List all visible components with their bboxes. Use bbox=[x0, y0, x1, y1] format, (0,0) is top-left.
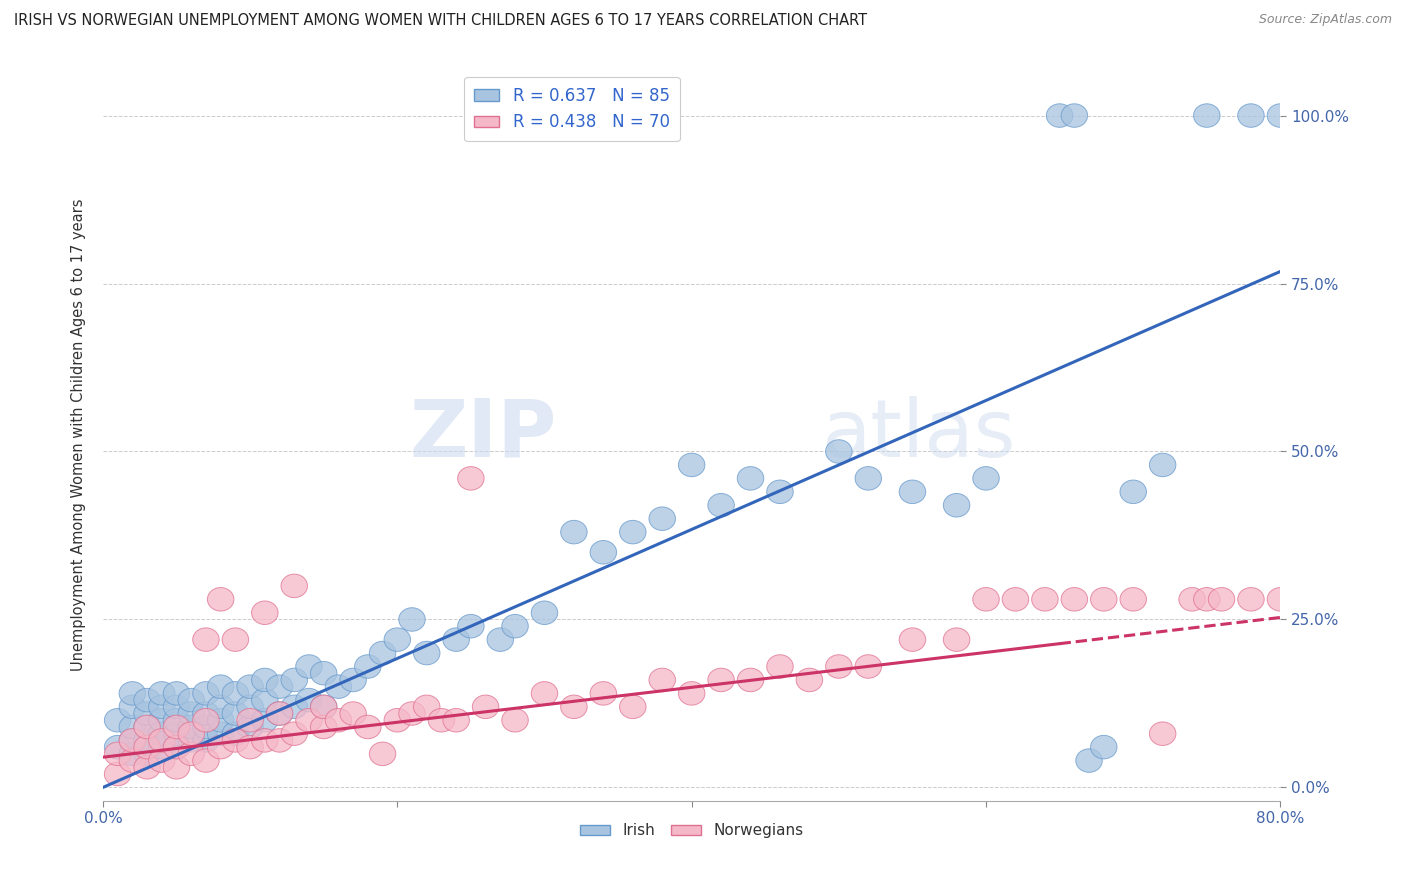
Text: IRISH VS NORWEGIAN UNEMPLOYMENT AMONG WOMEN WITH CHILDREN AGES 6 TO 17 YEARS COR: IRISH VS NORWEGIAN UNEMPLOYMENT AMONG WO… bbox=[14, 13, 868, 29]
Text: atlas: atlas bbox=[821, 396, 1015, 474]
Legend: Irish, Norwegians: Irish, Norwegians bbox=[574, 817, 810, 845]
Y-axis label: Unemployment Among Women with Children Ages 6 to 17 years: Unemployment Among Women with Children A… bbox=[72, 198, 86, 671]
Text: ZIP: ZIP bbox=[409, 396, 557, 474]
Text: Source: ZipAtlas.com: Source: ZipAtlas.com bbox=[1258, 13, 1392, 27]
